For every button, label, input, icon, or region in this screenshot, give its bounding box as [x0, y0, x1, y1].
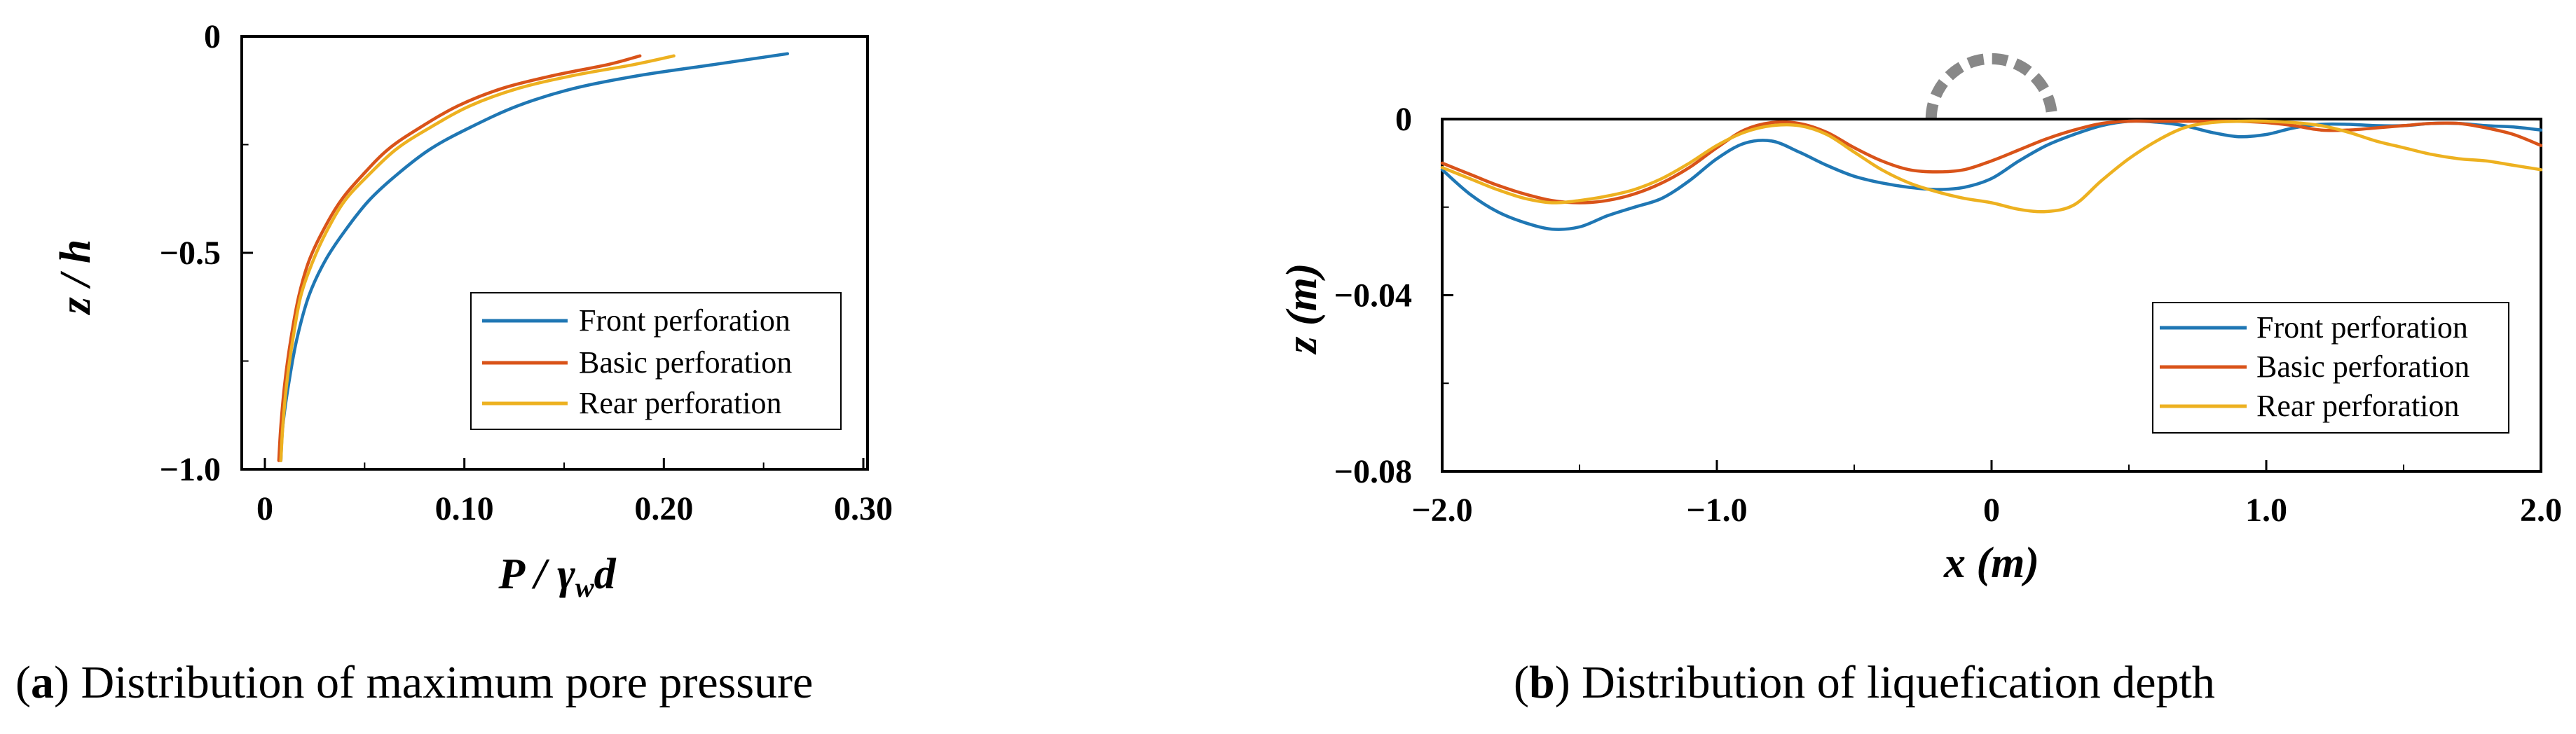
y-axis-label: z / h — [52, 240, 100, 316]
y-tick-label: 0 — [1395, 101, 1412, 138]
x-tick-label: −1.0 — [1686, 492, 1747, 529]
x-tick-label: 0 — [256, 490, 273, 527]
panel-b-liquefication-depth-chart: −2.0 −1.0 0 1.0 2.0 0 −0.04 −0.08 z (m) x (m) F… — [1278, 53, 2562, 587]
legend-label-front: Front perforation — [2256, 310, 2468, 345]
series-line-rear — [279, 54, 676, 462]
series-line-basic — [1440, 119, 2543, 205]
legend-label-rear: Rear perforation — [2256, 389, 2460, 423]
y-axis-label: z (m) — [1278, 263, 1326, 354]
tick-marks — [1441, 118, 2542, 473]
legend-label-basic: Basic perforation — [579, 345, 792, 380]
tick-labels: 0 0.10 0.20 0.30 0 −0.5 −1.0 — [160, 18, 893, 527]
legend: Front perforation Basic perforation Rear… — [2152, 302, 2509, 434]
x-axis-label: x (m) — [1943, 539, 2039, 587]
tick-marks — [242, 35, 865, 471]
x-tick-label: 0 — [1983, 492, 2000, 529]
series-group — [277, 52, 790, 462]
x-tick-label: 0.20 — [634, 490, 693, 527]
series-line-rear — [1440, 119, 2543, 214]
x-tick-label: 0.30 — [834, 490, 893, 527]
series-line-front — [1440, 119, 2543, 231]
y-tick-label: −1.0 — [160, 451, 221, 488]
y-tick-label: 0 — [204, 18, 221, 55]
legend-label-front: Front perforation — [579, 303, 790, 338]
series-line-front — [279, 52, 790, 462]
series-line-basic — [277, 54, 642, 462]
structure-semicircle-icon — [1925, 53, 2058, 120]
x-tick-label: 2.0 — [2520, 492, 2562, 529]
x-tick-label: 1.0 — [2245, 492, 2287, 529]
x-tick-label: −2.0 — [1411, 492, 1472, 529]
legend-label-rear: Rear perforation — [579, 386, 782, 420]
caption-a: (a) Distribution of maximum pore pressur… — [15, 657, 813, 708]
legend: Front perforation Basic perforation Rear… — [470, 292, 842, 430]
tick-labels: −2.0 −1.0 0 1.0 2.0 0 −0.04 −0.08 — [1334, 101, 2562, 529]
y-tick-label: −0.08 — [1334, 453, 1412, 490]
x-axis-label: P / γwd — [498, 550, 616, 603]
caption-b: (b) Distribution of liquefication depth — [1514, 657, 2215, 708]
x-tick-label: 0.10 — [435, 490, 494, 527]
y-tick-label: −0.5 — [160, 235, 221, 272]
legend-label-basic: Basic perforation — [2256, 349, 2469, 384]
y-tick-label: −0.04 — [1334, 277, 1412, 314]
structure-arc — [1925, 53, 2058, 120]
series-group — [1440, 119, 2543, 231]
panel-a-max-pore-pressure-chart: 0 0.10 0.20 0.30 0 −0.5 −1.0 z / h P / γwd Fro… — [52, 18, 893, 603]
